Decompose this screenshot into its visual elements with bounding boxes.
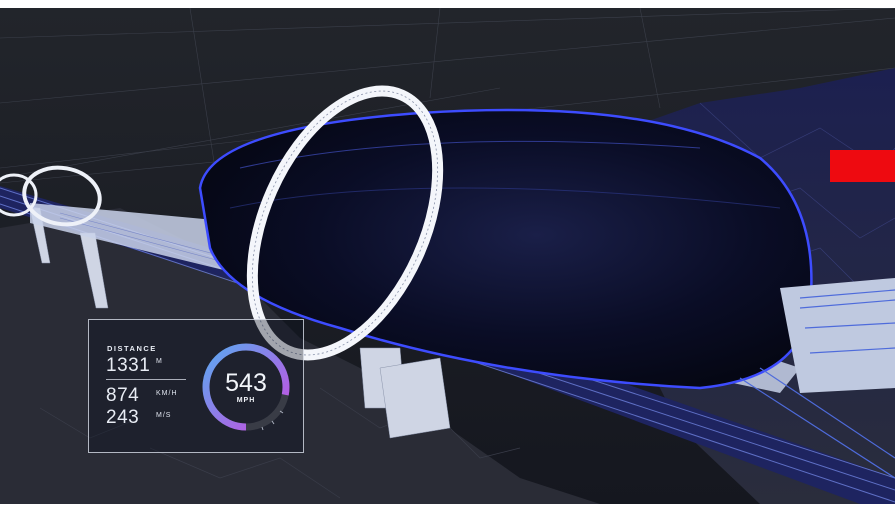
hud-divider <box>106 379 186 380</box>
hyperloop-scene <box>0 8 895 504</box>
distance-label: DISTANCE <box>107 344 157 353</box>
distance-value: 1331 <box>106 355 151 376</box>
video-frame: DISTANCE 1331 M 874 KM/H 243 M/S 543 MPH <box>0 8 895 504</box>
distance-unit: M <box>156 358 163 365</box>
speed-ms-unit: M/S <box>156 412 172 419</box>
red-badge <box>830 150 895 182</box>
gauge-speed-value: 543 <box>225 369 267 397</box>
gauge-ring <box>202 343 290 431</box>
gauge-speed-unit: MPH <box>236 397 256 404</box>
speed-hud-panel: DISTANCE 1331 M 874 KM/H 243 M/S 543 MPH <box>88 319 304 453</box>
speed-kmh-value: 874 <box>106 385 140 406</box>
speed-gauge: 543 MPH <box>200 341 295 436</box>
speed-kmh-unit: KM/H <box>156 390 178 397</box>
speed-ms-value: 243 <box>106 407 140 428</box>
